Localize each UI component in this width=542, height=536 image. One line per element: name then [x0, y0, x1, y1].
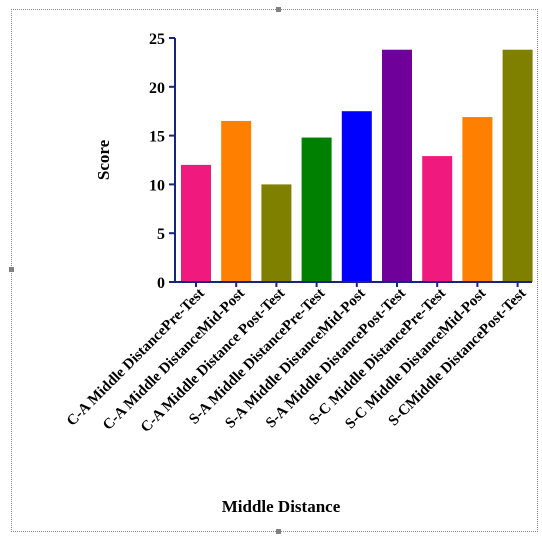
- bar: [341, 111, 372, 282]
- y-axis-title: Score: [94, 139, 113, 180]
- bar: [382, 49, 412, 282]
- y-tick-label: 5: [157, 226, 165, 243]
- x-axis-title: Middle Distance: [222, 497, 341, 516]
- resize-handle-left[interactable]: [9, 267, 14, 272]
- resize-handle-top[interactable]: [276, 7, 281, 12]
- y-ticks-group: 0 5 10 15 20 25: [149, 31, 175, 292]
- bar: [181, 164, 211, 282]
- bar: [261, 184, 292, 282]
- y-tick-label: 20: [149, 80, 165, 97]
- y-tick-label: 25: [149, 31, 165, 48]
- bar: [301, 137, 332, 282]
- bar: [221, 120, 252, 283]
- y-tick-label: 10: [149, 177, 165, 194]
- y-tick-label: 15: [149, 129, 165, 146]
- bar: [502, 49, 533, 282]
- bar: [462, 117, 493, 282]
- y-tick-label: 0: [157, 275, 165, 292]
- resize-handle-bottom[interactable]: [276, 529, 281, 534]
- bar: [422, 156, 453, 282]
- bars-group: [181, 49, 533, 283]
